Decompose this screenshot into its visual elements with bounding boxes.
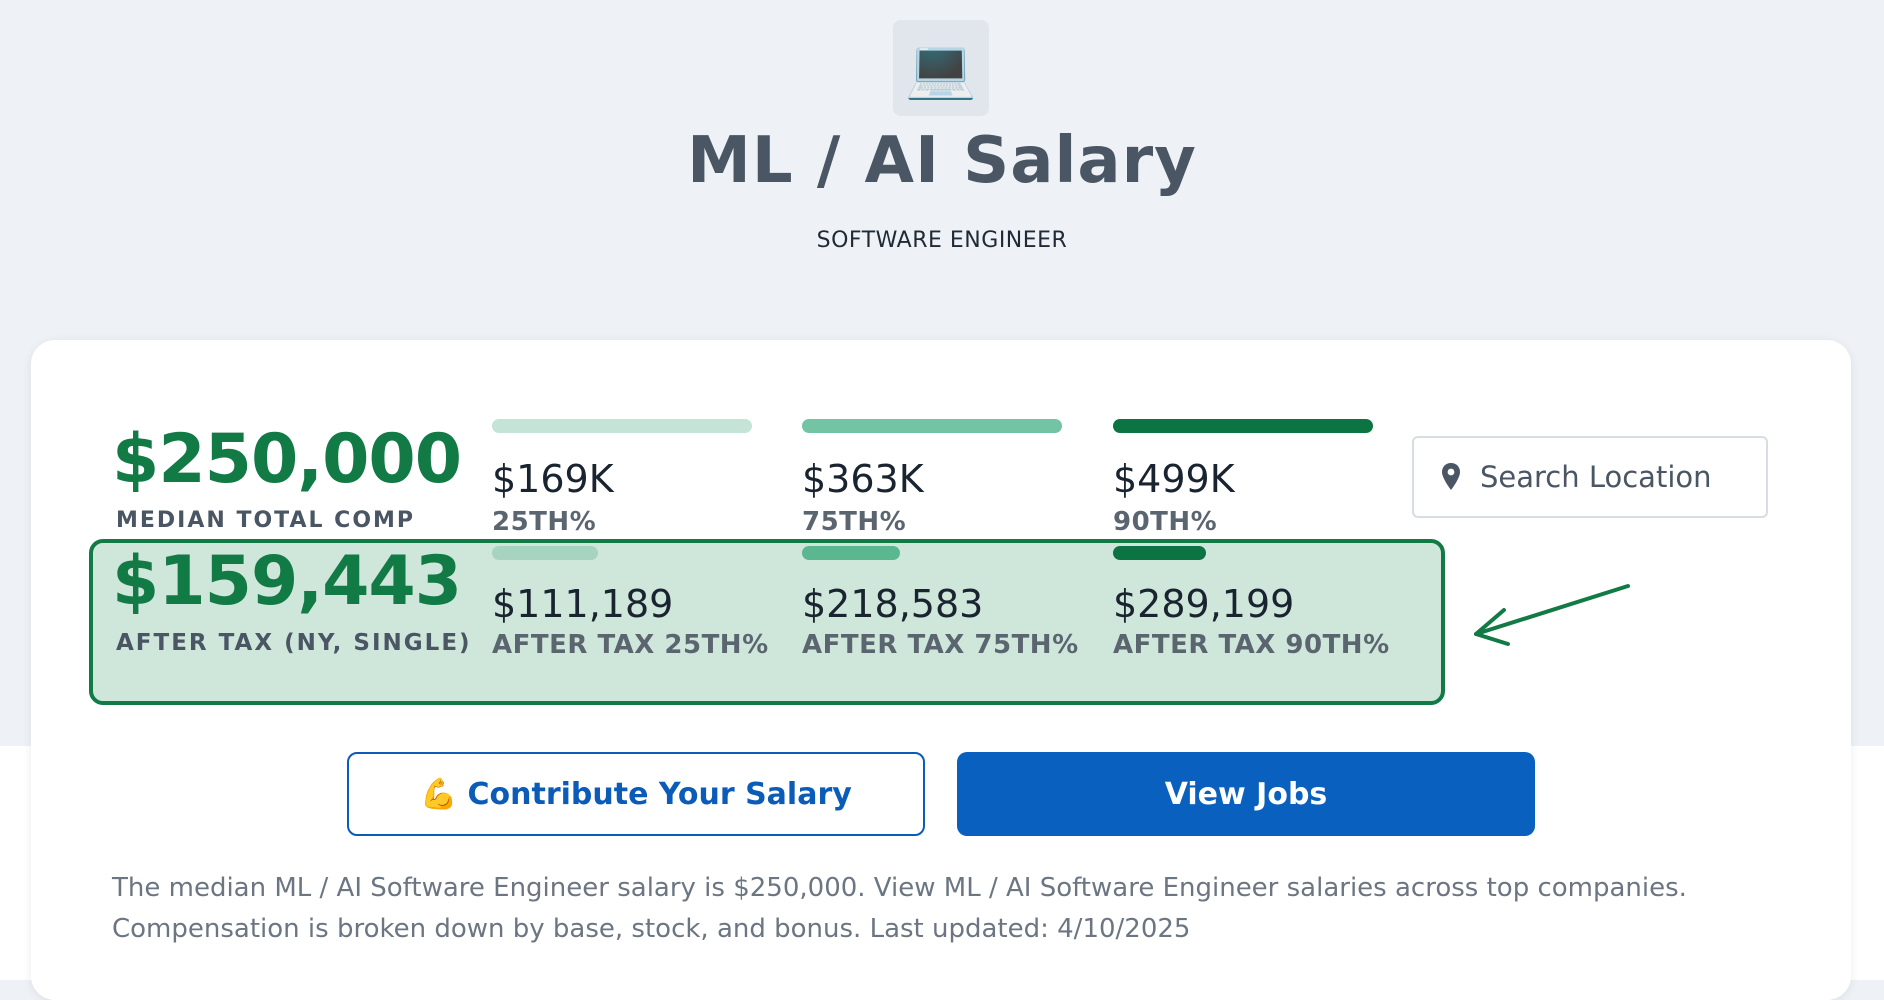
description-line: The median ML / AI Software Engineer sal…: [112, 873, 1687, 903]
page-subtitle: SOFTWARE ENGINEER: [816, 228, 1068, 253]
contribute-salary-label: Contribute Your Salary: [467, 776, 852, 812]
percentile-label: 90TH%: [1113, 507, 1218, 537]
after-tax-percentile-value: $289,199: [1113, 582, 1295, 626]
salary-description: The median ML / AI Software Engineer sal…: [112, 868, 1792, 950]
percentile-label: 75TH%: [802, 507, 907, 537]
median-total-comp-value: $250,000: [112, 420, 462, 499]
after-tax-percentile-label: AFTER TAX 75TH%: [802, 630, 1079, 660]
after-tax-percentile-label: AFTER TAX 90TH%: [1113, 630, 1390, 660]
search-location-input[interactable]: [1478, 459, 1752, 495]
percentile-label: 25TH%: [492, 507, 597, 537]
page-title: ML / AI Salary: [687, 124, 1197, 198]
laptop-icon: 💻: [893, 20, 989, 116]
percentile-value: $363K: [802, 457, 924, 501]
view-jobs-button[interactable]: View Jobs: [957, 752, 1535, 836]
after-tax-percentile-value: $111,189: [492, 582, 674, 626]
median-total-comp-label: MEDIAN TOTAL COMP: [116, 508, 416, 533]
view-jobs-label: View Jobs: [1164, 776, 1328, 812]
flexed-bicep-icon: 💪: [420, 776, 458, 812]
description-line: Compensation is broken down by base, sto…: [112, 914, 1191, 944]
after-tax-highlight: [89, 539, 1445, 705]
after-tax-percentile-label: AFTER TAX 25TH%: [492, 630, 769, 660]
after-tax-percentile-bar: [802, 546, 900, 560]
percentile-bar: [1113, 419, 1373, 433]
after-tax-percentile-bar: [1113, 546, 1206, 560]
annotation-arrow-icon: [1474, 584, 1630, 646]
percentile-value: $499K: [1113, 457, 1235, 501]
after-tax-percentile-value: $218,583: [802, 582, 984, 626]
search-location-box[interactable]: [1412, 436, 1768, 518]
contribute-salary-button[interactable]: 💪 Contribute Your Salary: [347, 752, 925, 836]
after-tax-median-label: AFTER TAX (NY, SINGLE): [116, 630, 472, 656]
percentile-bar: [492, 419, 752, 433]
after-tax-percentile-bar: [492, 546, 598, 560]
percentile-value: $169K: [492, 457, 614, 501]
after-tax-median-value: $159,443: [112, 542, 462, 621]
percentile-bar: [802, 419, 1062, 433]
location-pin-icon: [1442, 463, 1460, 490]
